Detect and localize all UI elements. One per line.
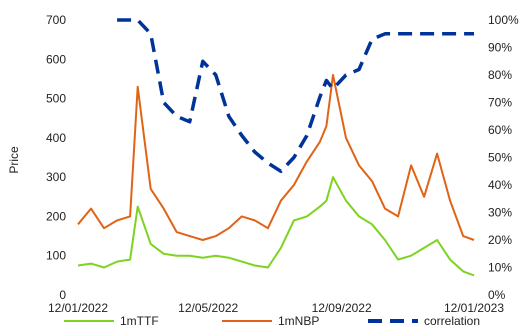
y2-tick-label: 40% [488,178,512,192]
legend-entry-label: correlation [424,314,480,328]
y-tick-label: 500 [46,92,66,106]
y2-tick-label: 30% [488,206,512,220]
x-axis-ticks: 12/01/2022 12/05/2022 12/09/2022 12/01/2023 [48,301,504,315]
y2-tick-label: 80% [488,68,512,82]
left-axis-ticks: 0 100 200 300 400 500 600 700 [46,13,66,302]
series-line-1mttf [77,176,475,277]
series-line-1mnbp [77,74,475,241]
legend-entry-label: 1mNBP [278,314,319,328]
legend: 1mTTF 1mNBP correlation [64,314,480,328]
y-tick-label: 0 [59,288,66,302]
y-tick-label: 600 [46,52,66,66]
y-axis-label: Price [7,146,21,174]
y2-tick-label: 20% [488,233,512,247]
x-tick-label: 12/09/2022 [312,301,372,315]
y2-tick-label: 50% [488,151,512,165]
y2-tick-label: 100% [488,13,519,27]
y2-tick-label: 10% [488,261,512,275]
y2-tick-label: 90% [488,41,512,55]
series-layer [77,18,475,277]
y2-tick-label: 0% [488,288,506,302]
x-tick-label: 12/01/2023 [444,301,504,315]
y-tick-label: 400 [46,131,66,145]
series-line-correlation [117,18,474,174]
y2-tick-label: 70% [488,96,512,110]
y-tick-label: 100 [46,249,66,263]
x-tick-label: 12/01/2022 [48,301,108,315]
x-tick-label: 12/05/2022 [178,301,238,315]
y-tick-label: 200 [46,209,66,223]
y-tick-label: 700 [46,13,66,27]
legend-entry-label: 1mTTF [120,314,159,328]
right-axis-ticks: 0% 10% 20% 30% 40% 50% 60% 70% 80% 90% 100% [488,13,519,302]
y-tick-label: 300 [46,170,66,184]
y2-tick-label: 60% [488,123,512,137]
